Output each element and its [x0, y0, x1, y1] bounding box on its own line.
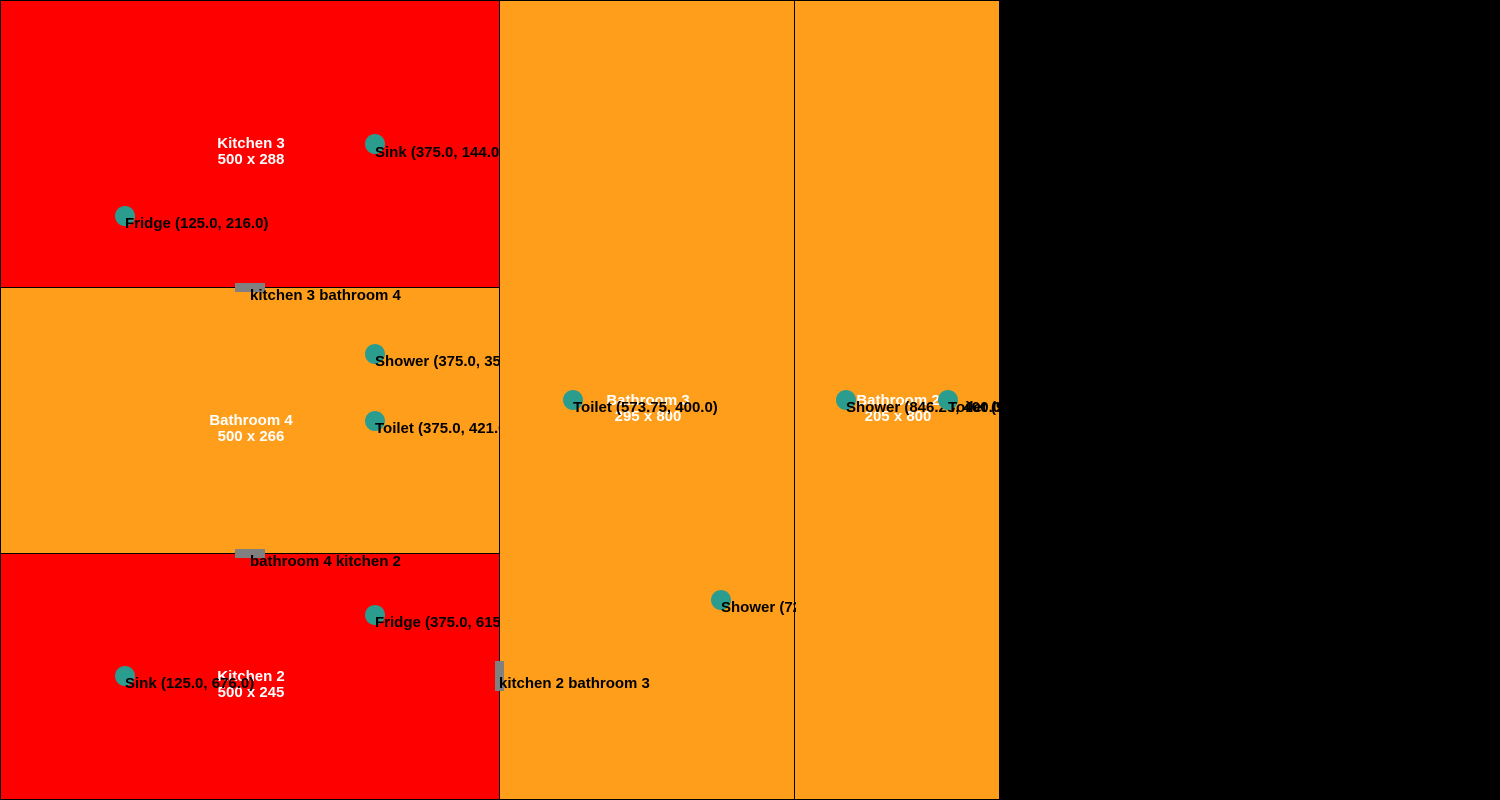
room-kitchen-3: Kitchen 3 500 x 288	[0, 0, 500, 288]
fixture-label: Sink (375.0, 144.0)	[375, 144, 500, 161]
room-name: Kitchen 2	[217, 668, 285, 685]
room-label: Kitchen 2 500 x 245	[217, 669, 285, 701]
room-size: 500 x 245	[217, 684, 285, 701]
door-marker	[235, 283, 265, 292]
toilet-fixture-icon	[938, 390, 958, 410]
fridge-fixture-icon	[365, 605, 385, 625]
room-size: 500 x 266	[217, 428, 285, 445]
fixture-label-clip: Toilet (375.0, 421.0)	[375, 413, 500, 437]
fixture-label: Shower (846.25, 400.0)	[846, 399, 1000, 416]
shower-fixture-icon	[711, 590, 731, 610]
fixture-label: Toilet (375.0, 421.0)	[375, 420, 500, 437]
room-size: 295 x 800	[614, 408, 682, 425]
door-label: kitchen 3 bathroom 4	[250, 287, 401, 304]
fixture-label-clip: Toilet (948.75, 400.0)	[948, 392, 1000, 416]
sink-fixture-icon	[365, 134, 385, 154]
fixture-label-clip: Shower (846.25, 400.0)	[846, 392, 1000, 416]
fixture-label: Toilet (573.75, 400.0)	[573, 399, 718, 416]
fixture-label: Toilet (948.75, 400.0)	[948, 399, 1000, 416]
room-label: Bathroom 3 295 x 800	[606, 393, 689, 425]
shower-fixture-icon	[836, 390, 856, 410]
toilet-fixture-icon	[563, 390, 583, 410]
toilet-fixture-icon	[365, 411, 385, 431]
fixture-label-clip: Sink (375.0, 144.0)	[375, 136, 500, 161]
shower-fixture-icon	[365, 344, 385, 364]
sink-fixture-icon	[115, 666, 135, 686]
door-marker	[495, 661, 504, 691]
room-label: Bathroom 4 500 x 266	[209, 413, 292, 445]
room-size: 500 x 288	[217, 151, 285, 168]
room-kitchen-2: Kitchen 2 500 x 245	[0, 553, 500, 800]
fixture-label: Shower (375.0, 354.0)	[375, 353, 500, 370]
fixture-label-clip: Shower (721.25, 600.0)	[721, 592, 796, 616]
room-bathroom-3: Bathroom 3 295 x 800	[499, 0, 796, 800]
room-name: Bathroom 3	[606, 392, 690, 409]
room-name: Bathroom 4	[209, 412, 293, 429]
fixture-label: Sink (125.0, 676.0)	[125, 675, 255, 692]
door-label: bathroom 4 kitchen 2	[250, 553, 401, 570]
fridge-fixture-icon	[115, 206, 135, 226]
room-size: 205 x 800	[864, 408, 932, 425]
fixture-label-clip: Shower (375.0, 354.0)	[375, 346, 500, 370]
door-label: kitchen 2 bathroom 3	[499, 675, 650, 692]
fixture-label: Fridge (125.0, 216.0)	[125, 215, 269, 232]
room-label: Bathroom 2 205 x 800	[856, 393, 939, 425]
room-label: Kitchen 3 500 x 288	[217, 136, 285, 168]
room-bathroom-2: Bathroom 2 205 x 800	[794, 0, 1000, 800]
room-name: Kitchen 3	[217, 135, 285, 152]
fixture-label: Fridge (375.0, 615.0)	[375, 614, 500, 631]
fixture-label-clip: Fridge (375.0, 615.0)	[375, 607, 500, 631]
door-marker	[235, 549, 265, 558]
fixture-label: Shower (721.25, 600.0)	[721, 599, 796, 616]
room-name: Bathroom 2	[856, 392, 940, 409]
